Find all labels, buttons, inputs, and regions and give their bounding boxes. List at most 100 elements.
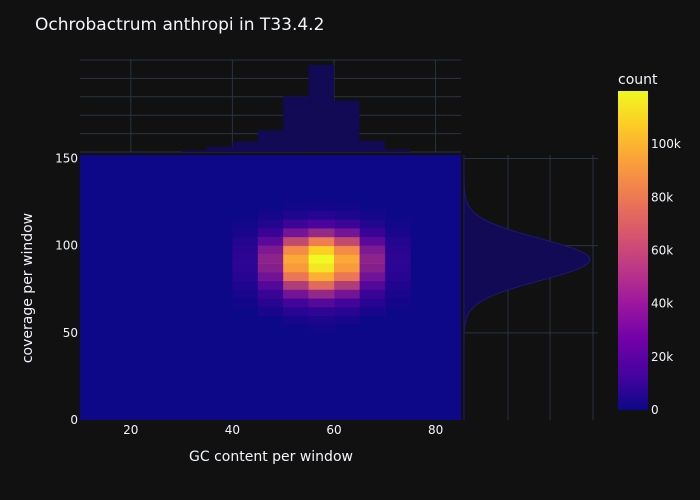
heatmap-cell <box>257 219 284 229</box>
colorbar-ticks: 0 20k 40k 60k 80k 100k <box>651 137 681 417</box>
heatmap-cell <box>384 254 411 264</box>
heatmap-cell <box>334 210 360 221</box>
x-marginal-bar <box>384 149 411 152</box>
heatmap-cell <box>308 245 335 255</box>
y-tick-label-50: 50 <box>63 326 78 340</box>
y-tick-label-100: 100 <box>55 239 78 253</box>
x-tick-label-20: 20 <box>123 423 138 437</box>
heatmap-cell <box>232 219 259 229</box>
colorbar-tick-20k: 20k <box>651 350 673 364</box>
heatmap-cell <box>334 306 360 316</box>
heatmap-cell <box>257 280 284 290</box>
heatmap-cell <box>257 297 284 308</box>
heatmap-cell <box>359 289 386 299</box>
heatmap-cell <box>359 245 386 255</box>
heatmap-cell <box>308 228 335 238</box>
heatmap-cell <box>232 245 259 255</box>
heatmap-cell <box>283 297 310 308</box>
heatmap-cell <box>359 219 386 229</box>
x-marginal-histogram <box>80 59 461 153</box>
heatmap-cell <box>334 297 360 308</box>
x-marginal-bar <box>232 141 258 152</box>
x-marginal-bar <box>207 146 233 152</box>
heatmap-cell <box>283 202 310 212</box>
colorbar-gradient <box>618 91 648 410</box>
y-marginal-density <box>463 155 598 420</box>
heatmap-cell <box>232 271 259 282</box>
heatmap-cell <box>359 297 386 308</box>
y-tick-label-150: 150 <box>55 151 78 165</box>
heatmap-cell <box>308 210 335 221</box>
colorbar-tick-100k: 100k <box>651 137 681 151</box>
heatmap-cell <box>308 202 335 212</box>
heatmap-cell <box>384 228 411 238</box>
heatmap-cell <box>232 236 259 247</box>
colorbar: count 0 20k 40k 60k 80k 100k <box>618 72 681 417</box>
heatmap-cell <box>257 245 284 255</box>
x-marginal-bars <box>181 65 411 152</box>
heatmap-cell <box>257 236 284 247</box>
x-marginal-bar <box>308 65 334 152</box>
x-tick-label-40: 40 <box>225 423 240 437</box>
x-marginal-bar <box>283 96 309 152</box>
y-axis-title: coverage per window <box>20 213 36 363</box>
heatmap-cell <box>359 228 386 238</box>
heatmap-cell <box>257 289 284 299</box>
x-axis-title: GC content per window <box>189 449 353 465</box>
x-marginal-bar <box>181 150 207 152</box>
heatmap-cell <box>308 306 335 316</box>
heatmap-cell <box>359 210 386 221</box>
heatmap-cell <box>334 280 360 290</box>
heatmap-cell <box>384 245 411 255</box>
heatmap-cell <box>308 289 335 299</box>
colorbar-title: count <box>618 72 658 88</box>
heatmap-cell <box>384 297 411 308</box>
x-marginal-bar <box>257 130 284 152</box>
heatmap-cell <box>384 271 411 282</box>
heatmap-cell <box>232 228 259 238</box>
colorbar-tick-40k: 40k <box>651 297 673 311</box>
heatmap-cell <box>283 210 310 221</box>
x-marginal-bar <box>334 100 360 152</box>
heatmap-cell <box>359 306 386 316</box>
heatmap-cell <box>334 289 360 299</box>
heatmap-cell <box>334 254 360 264</box>
heatmap-cell <box>384 236 411 247</box>
heatmap-cell <box>359 254 386 264</box>
colorbar-tick-60k: 60k <box>651 244 673 258</box>
heatmap-cell <box>359 236 386 247</box>
heatmap-cell <box>359 263 386 273</box>
heatmap-cell <box>257 254 284 264</box>
heatmap-cell <box>232 263 259 273</box>
heatmap-cell <box>283 263 310 273</box>
x-axis-ticks: 20 40 60 80 <box>123 423 443 437</box>
heatmap-cell <box>334 236 360 247</box>
heatmap-cell <box>308 263 335 273</box>
heatmap-cell <box>384 280 411 290</box>
heatmap-cell <box>283 306 310 316</box>
colorbar-tick-80k: 80k <box>651 190 673 204</box>
heatmap-cell <box>308 297 335 308</box>
heatmap-cell <box>232 254 259 264</box>
heatmap-plot-area <box>80 155 461 420</box>
heatmap-cell <box>359 280 386 290</box>
heatmap-cell <box>283 245 310 255</box>
heatmap-cell <box>308 254 335 264</box>
heatmap-cell <box>334 245 360 255</box>
heatmap-cell <box>232 297 259 308</box>
heatmap-cell <box>384 263 411 273</box>
colorbar-tick-0: 0 <box>651 403 659 417</box>
heatmap-cell <box>334 202 360 212</box>
heatmap-cell <box>283 315 310 325</box>
y-tick-label-0: 0 <box>70 413 78 427</box>
x-marginal-bar <box>359 140 385 152</box>
heatmap-cell <box>283 289 310 299</box>
chart-title: Ochrobactrum anthropi in T33.4.2 <box>35 15 324 35</box>
heatmap-cell <box>334 315 360 325</box>
heatmap-cell <box>232 289 259 299</box>
heatmap-cell <box>232 280 259 290</box>
heatmap-cell <box>257 263 284 273</box>
x-tick-label-60: 60 <box>326 423 341 437</box>
heatmap-cell <box>334 271 360 282</box>
